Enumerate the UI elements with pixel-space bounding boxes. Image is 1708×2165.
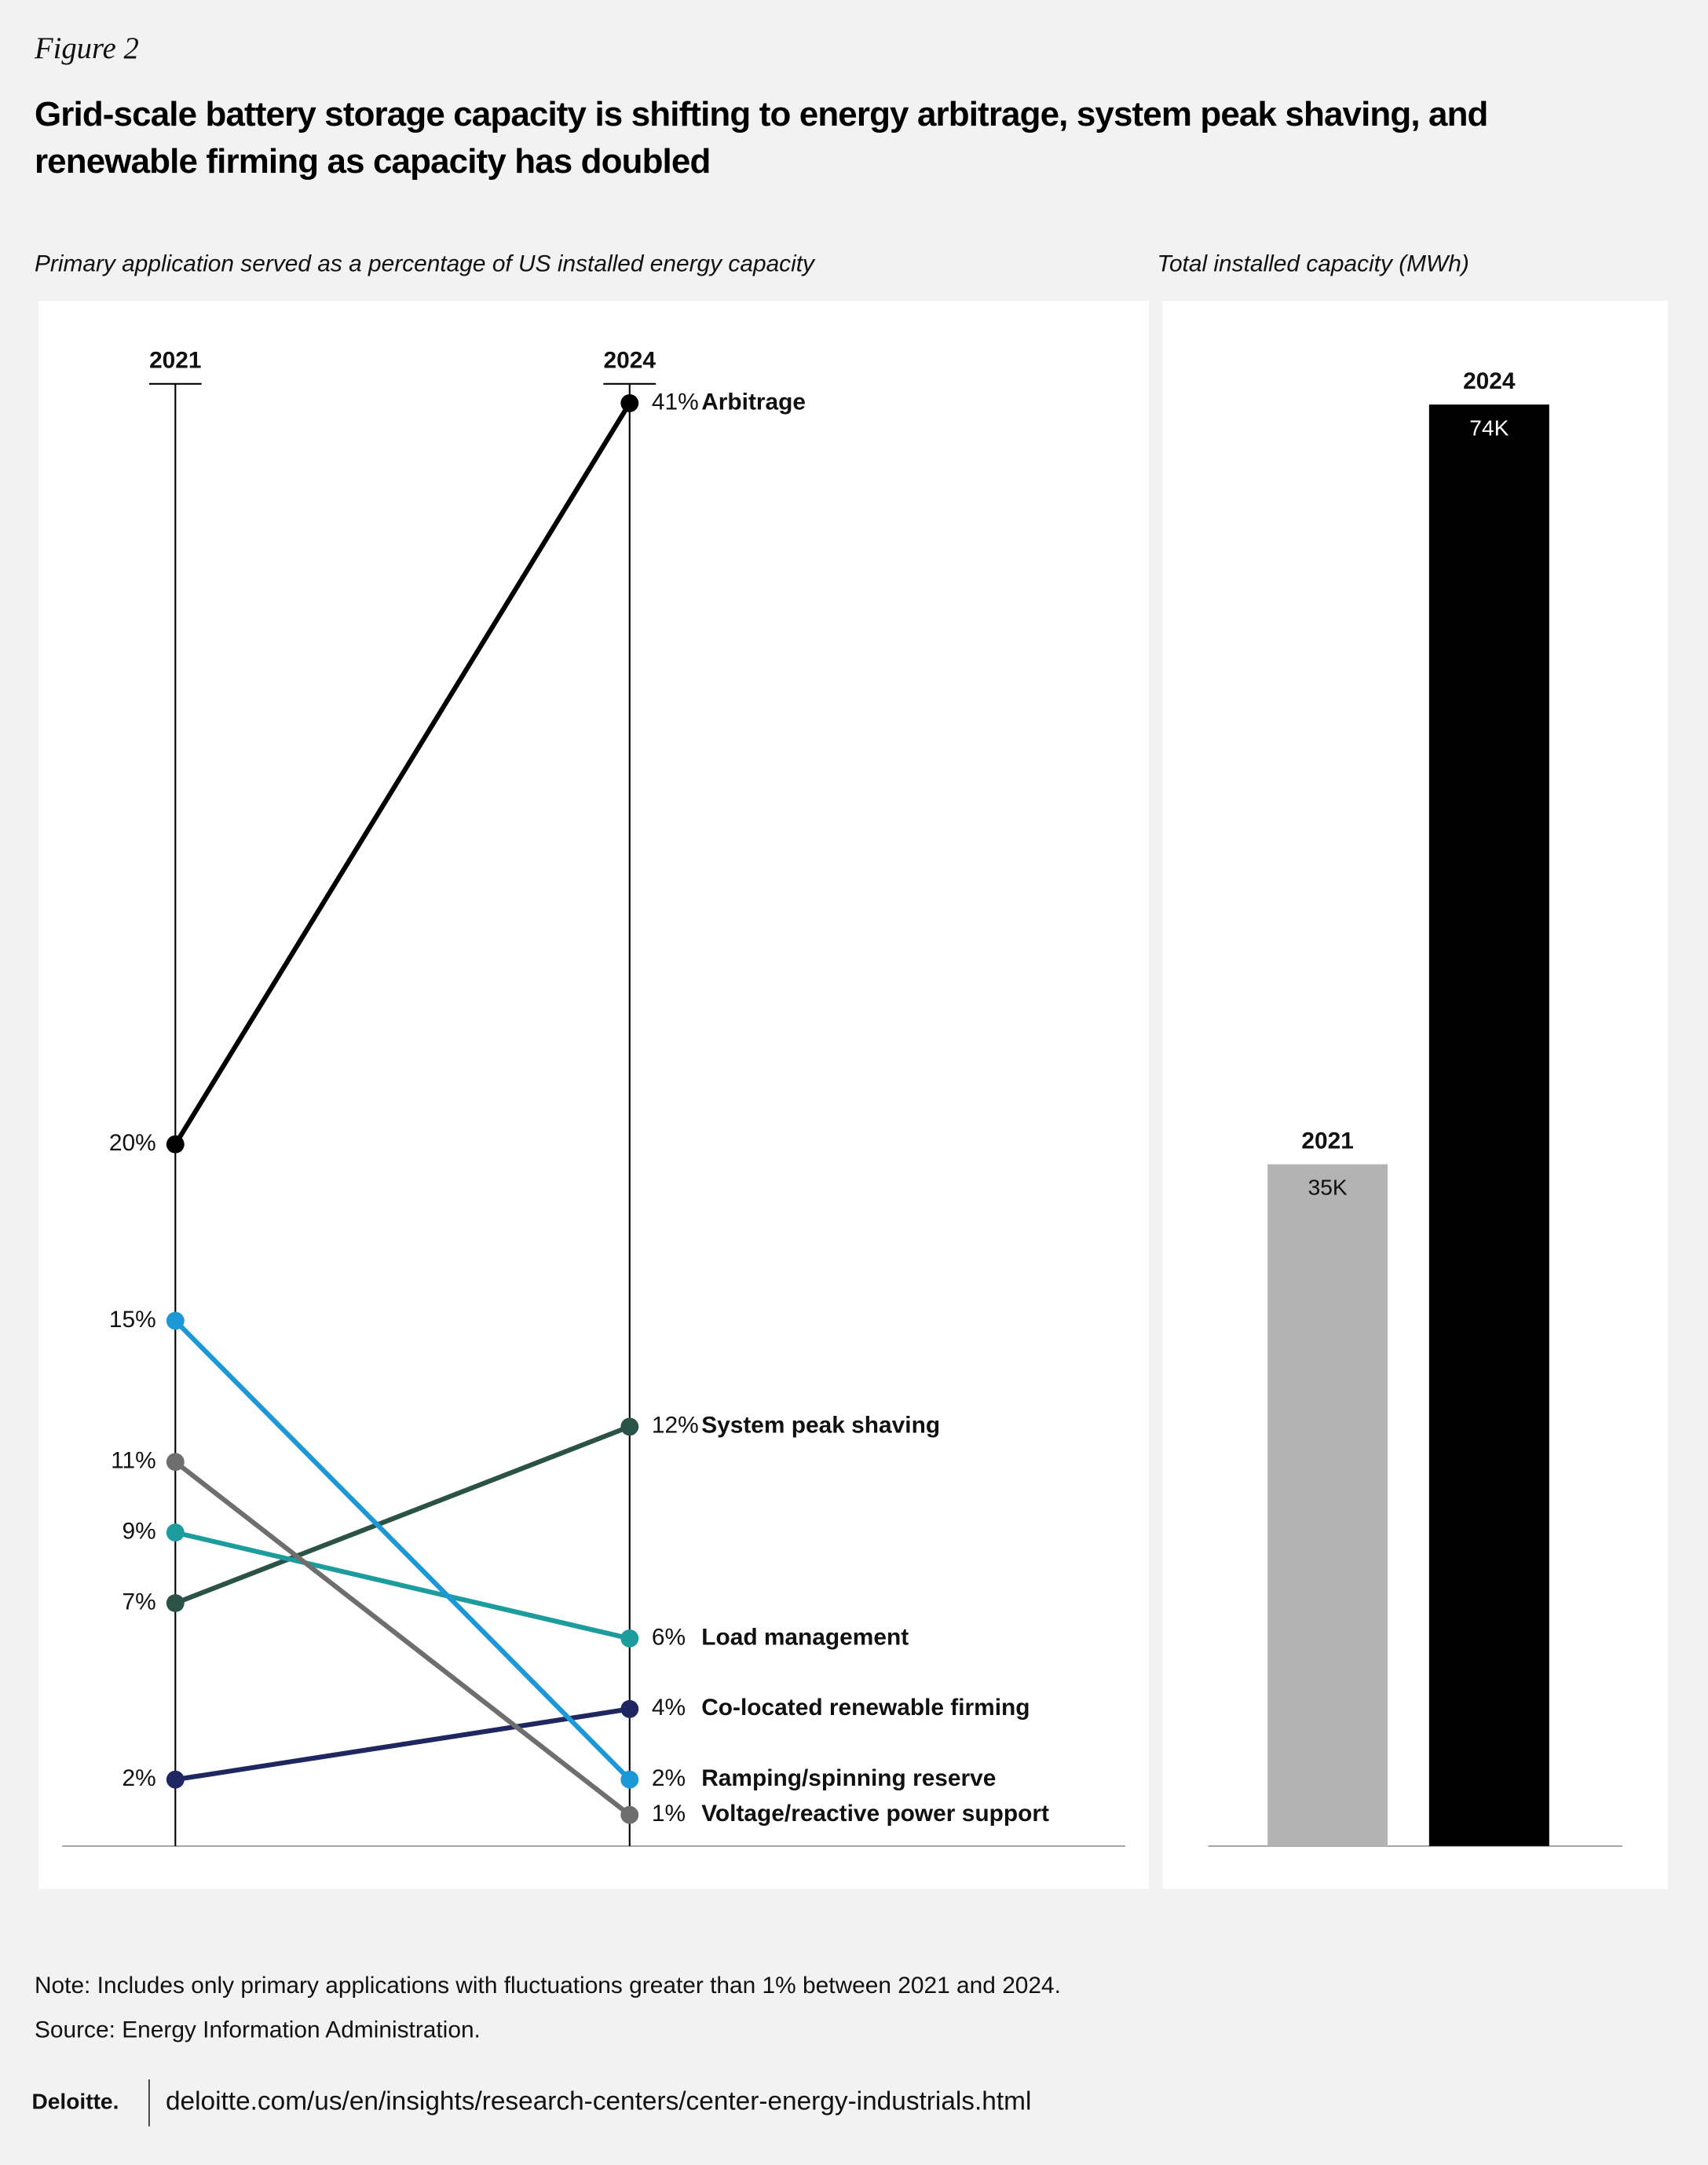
bar bbox=[1267, 1164, 1388, 1846]
value-label: 9% bbox=[122, 1519, 155, 1545]
value-label: 11% bbox=[111, 1448, 156, 1474]
panel bbox=[38, 301, 1149, 1889]
series-label: Load management bbox=[701, 1624, 909, 1650]
slope-line bbox=[174, 1424, 631, 1606]
point bbox=[166, 1135, 185, 1154]
series-label: Voltage/reactive power support bbox=[701, 1801, 1049, 1827]
note: Note: Includes only primary applications… bbox=[35, 1973, 1061, 1999]
point bbox=[620, 1699, 639, 1718]
value-label: 12% bbox=[652, 1413, 699, 1439]
url: deloitte.com/us/en/insights/research-cen… bbox=[166, 2087, 1031, 2116]
value-label: 20% bbox=[109, 1130, 156, 1156]
series-label: Arbitrage bbox=[701, 389, 806, 415]
point bbox=[166, 1311, 185, 1330]
brand: Deloitte. bbox=[31, 2089, 119, 2113]
slope-line bbox=[174, 1530, 631, 1641]
point bbox=[166, 1770, 185, 1789]
panel bbox=[1162, 301, 1669, 1889]
value-label: 7% bbox=[122, 1589, 155, 1615]
value-label: 35K bbox=[1308, 1176, 1348, 1200]
point bbox=[620, 1770, 639, 1789]
slope-line bbox=[173, 401, 632, 1146]
slope-line bbox=[174, 1706, 631, 1783]
value-label: 1% bbox=[652, 1801, 686, 1827]
value-label: 2% bbox=[122, 1765, 155, 1791]
point bbox=[620, 393, 639, 412]
column-header: 2024 bbox=[604, 348, 657, 374]
value-label: 74K bbox=[1469, 415, 1509, 440]
value-label: 15% bbox=[109, 1307, 156, 1333]
value-label: 2% bbox=[652, 1765, 686, 1791]
point bbox=[166, 1453, 185, 1472]
subtitle: Primary application served as a percenta… bbox=[35, 251, 816, 276]
chart-title: Grid-scale battery storage capacity is s… bbox=[34, 95, 1488, 181]
column-header: 2021 bbox=[149, 348, 201, 374]
point bbox=[620, 1417, 639, 1436]
slope-line bbox=[174, 1318, 631, 1782]
value-label: 41% bbox=[652, 389, 699, 415]
title-box: Grid-scale battery storage capacity is s… bbox=[34, 95, 1488, 181]
series-label: System peak shaving bbox=[701, 1413, 940, 1439]
value-label: 6% bbox=[652, 1624, 686, 1650]
figure-label: Figure 2 bbox=[34, 32, 139, 65]
point bbox=[620, 1629, 639, 1648]
point bbox=[166, 1594, 185, 1612]
bar bbox=[1428, 404, 1549, 1846]
point bbox=[620, 1805, 639, 1824]
series-label: Ramping/spinning reserve bbox=[701, 1765, 996, 1791]
value-label: 4% bbox=[652, 1695, 686, 1721]
source: Source: Energy Information Administratio… bbox=[35, 2017, 481, 2042]
slope-line bbox=[174, 1460, 631, 1817]
bar-category: 2024 bbox=[1463, 368, 1516, 394]
series-label: Co-located renewable firming bbox=[701, 1695, 1030, 1721]
point bbox=[166, 1523, 185, 1542]
bar-category: 2021 bbox=[1301, 1128, 1353, 1154]
subtitle: Total installed capacity (MWh) bbox=[1157, 251, 1468, 276]
